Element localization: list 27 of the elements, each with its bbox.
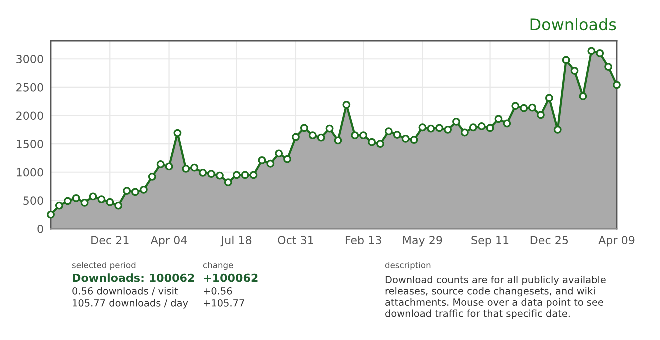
x-tick-label: Apr 04: [150, 236, 188, 247]
text: change: [203, 262, 234, 270]
text: Download counts are for all publicly available releases, source code changesets, and wiki attachments. Mouse over a data point to see download traffic for that specific date.: [386, 276, 606, 320]
text: 105.77 downloads / day: [73, 299, 188, 309]
x-tick-label: Sep 11: [472, 236, 509, 247]
y-tick-label: 2500: [16, 83, 44, 92]
y-tick-label: 0: [38, 224, 44, 234]
text: Downloads: 100062: [73, 274, 194, 282]
text: +100062: [204, 274, 258, 282]
y-tick-label: 3000: [16, 55, 44, 64]
x-tick-label: Dec 25: [530, 236, 568, 245]
y-tick-label: 1000: [17, 168, 44, 177]
x-tick-label: May 29: [403, 236, 442, 247]
y-tick-label: 500: [24, 196, 44, 206]
text: selected period: [72, 262, 136, 270]
text: +0.56: [204, 287, 232, 295]
y-tick-label: 1500: [17, 140, 44, 148]
text: 0.56 downloads / visit: [72, 287, 178, 296]
x-tick-label: Apr 09: [598, 236, 635, 247]
x-tick-label: Jul 18: [220, 236, 252, 247]
y-tick-label: 2000: [16, 112, 44, 120]
chart-title: Downloads: [530, 18, 616, 31]
x-tick-label: Oct 31: [278, 236, 314, 245]
x-tick-label: Dec 21: [92, 236, 129, 245]
text: description: [385, 262, 431, 270]
text: +105.77: [204, 299, 244, 307]
x-tick-label: Feb 13: [346, 236, 382, 245]
